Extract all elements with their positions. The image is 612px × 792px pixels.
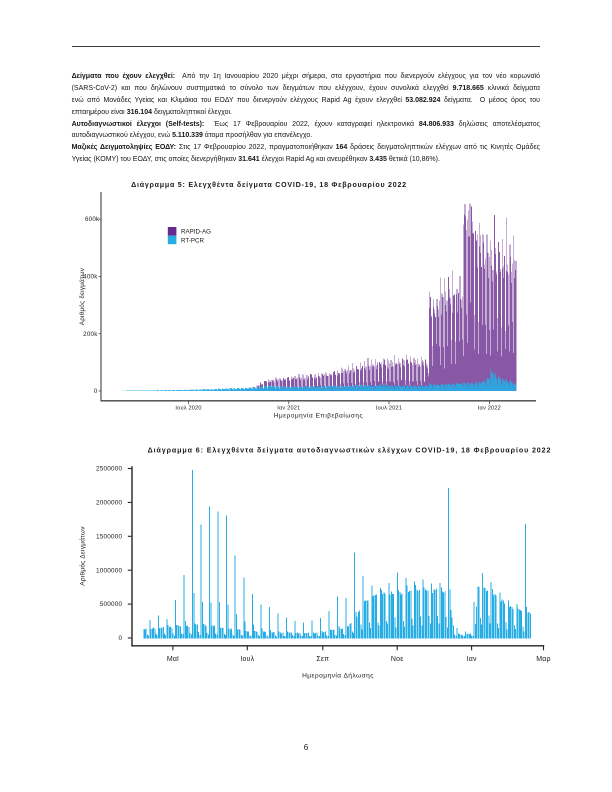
svg-text:500000: 500000: [100, 601, 123, 608]
svg-text:2500000: 2500000: [96, 466, 122, 473]
svg-text:0: 0: [94, 388, 98, 395]
svg-text:6: 6: [304, 743, 309, 752]
svg-text:Νοε: Νοε: [391, 656, 404, 663]
svg-text:Μαϊ: Μαϊ: [167, 656, 179, 663]
svg-text:Ημερομηνία Επιβεβαίωσης: Ημερομηνία Επιβεβαίωσης: [274, 411, 363, 419]
svg-text:Ιαν: Ιαν: [467, 656, 477, 663]
svg-text:400k: 400k: [83, 274, 98, 281]
svg-text:Διάγραμμα 5: Ελεγχθέντα δείγμα: Διάγραμμα 5: Ελεγχθέντα δείγματα COVID-1…: [131, 181, 407, 189]
svg-text:Σεπ: Σεπ: [316, 656, 329, 663]
svg-text:1500000: 1500000: [96, 533, 122, 540]
svg-text:Διάγραμμα 6: Ελεγχθέντα δείγμα: Διάγραμμα 6: Ελεγχθέντα δείγματα αυτοδια…: [148, 447, 552, 455]
svg-text:600k: 600k: [85, 216, 100, 223]
svg-text:1000000: 1000000: [96, 567, 122, 574]
svg-text:0: 0: [118, 635, 122, 642]
svg-text:Ιαν 2021: Ιαν 2021: [277, 405, 300, 411]
svg-text:Αριθμός δειγμάτων: Αριθμός δειγμάτων: [79, 268, 86, 325]
svg-text:Μαρ: Μαρ: [536, 656, 550, 663]
svg-text:2000000: 2000000: [96, 500, 122, 507]
svg-text:200k: 200k: [83, 331, 98, 338]
svg-text:Ημερομηνία Δήλωσης: Ημερομηνία Δήλωσης: [302, 671, 374, 679]
svg-text:Αριθμός Δειγμάτων: Αριθμός Δειγμάτων: [79, 526, 87, 586]
svg-text:Ιουλ 2020: Ιουλ 2020: [175, 405, 201, 411]
svg-text:RT-PCR: RT-PCR: [181, 238, 204, 245]
svg-text:Ιαν 2022: Ιαν 2022: [478, 405, 501, 411]
svg-text:Ιουλ: Ιουλ: [240, 656, 254, 663]
svg-text:RAPID-AG: RAPID-AG: [181, 229, 211, 236]
svg-text:Ιουλ 2021: Ιουλ 2021: [376, 405, 402, 411]
